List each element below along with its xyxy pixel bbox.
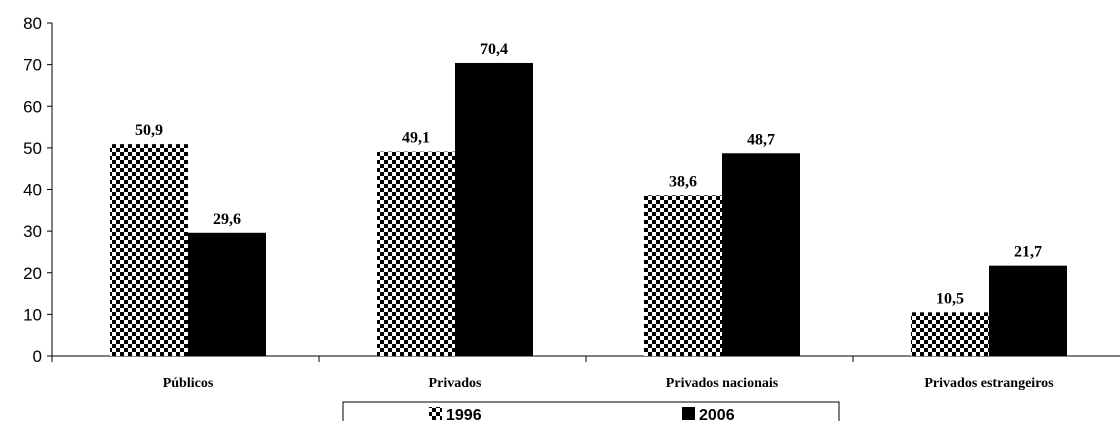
data-label: 10,5: [936, 290, 964, 307]
data-label: 49,1: [402, 130, 430, 147]
bar-2006-3: [989, 265, 1067, 356]
y-tick-label: 50: [23, 139, 42, 158]
y-tick-label: 70: [23, 56, 42, 75]
y-tick-label: 10: [23, 305, 42, 324]
bar-2006-0: [188, 232, 266, 356]
y-axis: 0 10 20 30 40 50 60 70 80: [23, 14, 53, 366]
y-tick-label: 40: [23, 181, 42, 200]
data-label: 29,6: [213, 211, 241, 228]
x-tick-label: Privados estrangeiros: [924, 376, 1054, 391]
data-labels: 50,9 49,1 38,6 10,5 29,6 70,4 48,7 21,7: [135, 41, 1042, 307]
x-tick-label: Privados nacionais: [666, 376, 779, 391]
y-tick-label: 0: [33, 347, 42, 366]
data-label: 21,7: [1014, 244, 1042, 261]
bar-1996-0: [110, 144, 188, 356]
data-label: 70,4: [480, 41, 508, 58]
legend-label-2006: 2006: [699, 407, 735, 421]
y-tick-label: 20: [23, 264, 42, 283]
y-tick-label: 60: [23, 97, 42, 116]
data-label: 50,9: [135, 122, 163, 139]
bar-2006-1: [455, 62, 533, 357]
legend-box: [342, 401, 840, 421]
legend-label-1996: 1996: [446, 407, 482, 421]
y-tick-label: 80: [23, 14, 42, 33]
legend: 1996 2006: [342, 401, 840, 421]
legend-swatch-2006: [682, 407, 695, 420]
x-tick-label: Públicos: [163, 376, 214, 391]
x-axis: Públicos Privados Privados nacionais Privad…: [51, 355, 1120, 391]
data-label: 38,6: [669, 173, 697, 190]
bar-2006-2: [722, 153, 800, 356]
y-tick-label: 30: [23, 222, 42, 241]
bar-1996-2: [644, 195, 722, 356]
x-tick-label: Privados: [429, 376, 482, 391]
bars: [110, 62, 1067, 357]
legend-swatch-1996: [429, 407, 442, 420]
bar-1996-1: [377, 151, 455, 356]
bar-1996-3: [911, 312, 989, 356]
data-label: 48,7: [747, 131, 775, 148]
